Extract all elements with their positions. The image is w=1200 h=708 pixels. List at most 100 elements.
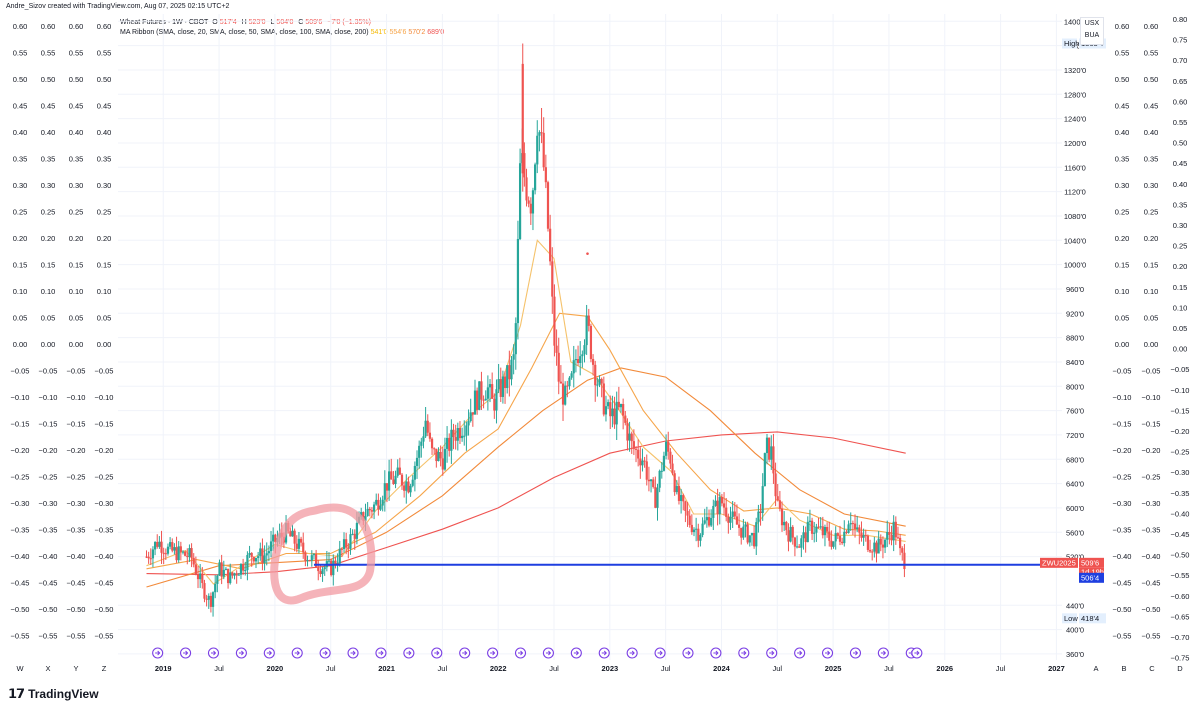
left-scale-label: −0.20 [67, 446, 86, 455]
candle-body [557, 352, 560, 382]
candle-body [353, 533, 356, 539]
candle-body [746, 524, 749, 543]
left-scale-label: 0.40 [69, 128, 84, 137]
candle-body [868, 549, 872, 552]
right-scale-a-label: −0.30 [1113, 499, 1132, 508]
price-tick-label: 560'0 [1066, 528, 1084, 537]
candle-body [579, 356, 582, 364]
left-scale-label: −0.15 [11, 420, 30, 429]
event-arrow-icon [378, 650, 384, 656]
left-scale-label: −0.35 [95, 526, 114, 535]
candle-body [482, 399, 485, 401]
symbol-name[interactable]: Wheat Futures · 1W · CBOT [120, 19, 209, 26]
candle-body [368, 508, 371, 511]
side-letter: Y [73, 664, 78, 673]
price-tick-label: 600'0 [1066, 504, 1084, 513]
left-scale-label: −0.40 [95, 552, 114, 561]
candle-body [862, 535, 865, 538]
candle-body [508, 365, 511, 380]
support-price-label-bg [1079, 572, 1104, 583]
candle-body [546, 182, 550, 229]
right-scale-b-label: −0.65 [1171, 612, 1190, 621]
time-axis[interactable]: 2019 Jul 2020 Jul 2021 Jul 2022 Jul 2023 Jul 2024 J… [16, 664, 1183, 673]
price-tick-label: 640'0 [1066, 480, 1084, 489]
event-arrow-icon [573, 650, 580, 656]
candle-body [518, 163, 522, 240]
right-scale-a2-label: −0.15 [1142, 420, 1161, 429]
candle-body [669, 451, 672, 464]
candle-body [454, 437, 457, 441]
candle-body [544, 167, 547, 183]
candle-body [847, 524, 850, 533]
candle-body [699, 534, 702, 541]
ma-ribbon-legend[interactable]: MA Ribbon (SMA, close, 20, SMA, close, 5… [120, 29, 444, 36]
candle-body [819, 526, 822, 528]
left-scale-label: 0.60 [69, 22, 84, 31]
candle-body [896, 537, 900, 539]
left-scale-label: −0.50 [95, 605, 114, 614]
candle-body [450, 429, 453, 451]
candle-body [716, 500, 719, 515]
right-scale-b-label: 0.50 [1173, 139, 1188, 148]
left-scale-label: −0.25 [95, 473, 114, 482]
candle-body [845, 531, 848, 533]
candle-body [456, 428, 459, 441]
grid [118, 14, 1062, 660]
left-scale-label: −0.15 [67, 420, 86, 429]
left-scale-label: 0.10 [97, 287, 112, 296]
annotations [270, 252, 1062, 605]
price-axis[interactable]: 1400'01360'01320'01280'01240'01200'01160… [1064, 17, 1086, 659]
candle-body [428, 432, 432, 439]
right-scale-a-label: −0.20 [1113, 446, 1132, 455]
left-scale-label: 0.45 [69, 102, 84, 111]
left-scale-label: 0.20 [69, 234, 84, 243]
left-scale-label: 0.25 [69, 208, 84, 217]
right-scale-b-label: −0.20 [1171, 427, 1190, 436]
time-tick-label: 2027 [1048, 664, 1065, 673]
left-scale-label: −0.30 [39, 499, 58, 508]
countdown-bg [1079, 567, 1104, 577]
candle-body [233, 573, 236, 576]
right-scale-b-label: −0.75 [1171, 654, 1190, 663]
candle-body [244, 570, 247, 572]
candle-body [147, 556, 150, 559]
candle-body [237, 574, 240, 576]
event-arrow-icon [266, 650, 273, 656]
candle-body [465, 425, 468, 436]
candle-body [667, 441, 670, 452]
candle-body [549, 228, 552, 262]
left-scale-label: 0.15 [41, 261, 56, 270]
right-scale-a-label: 0.40 [1115, 128, 1130, 137]
currency-box[interactable]: USX BUA [1080, 17, 1104, 45]
event-arrow-icon [657, 650, 663, 656]
last-price: 509'6 [1081, 558, 1099, 567]
left-scale-label: −0.35 [11, 526, 30, 535]
low-value: 504'0 [276, 19, 294, 26]
candle-body [705, 517, 708, 521]
right-scale-b-label: −0.15 [1171, 406, 1190, 415]
sma200-line [146, 431, 906, 576]
time-tick-label: 2020 [267, 664, 284, 673]
candle-body [624, 415, 627, 423]
price-tick-label: 1040'0 [1064, 236, 1086, 245]
top-credit: Andre_Sizov created with TradingView.com… [6, 3, 230, 10]
currency-usx: USX [1084, 20, 1100, 27]
candle-body [340, 548, 343, 550]
event-arrow-icon [601, 650, 607, 656]
time-tick-label: Jul [214, 664, 224, 673]
candle-body [493, 398, 496, 411]
candle-body [484, 398, 487, 401]
side-letter: W [16, 664, 24, 673]
event-arrow-icon [462, 650, 468, 656]
candle-body [400, 474, 404, 486]
candle-body [175, 547, 178, 561]
right-scale-a2-label: 0.45 [1144, 102, 1159, 111]
ma-ribbon [146, 239, 906, 588]
candle-body [166, 546, 170, 554]
candle-body [222, 569, 225, 577]
candle-body [179, 546, 182, 552]
right-scale-a2-label: −0.20 [1142, 446, 1161, 455]
candle-body [574, 359, 578, 361]
candle-body [834, 533, 837, 542]
